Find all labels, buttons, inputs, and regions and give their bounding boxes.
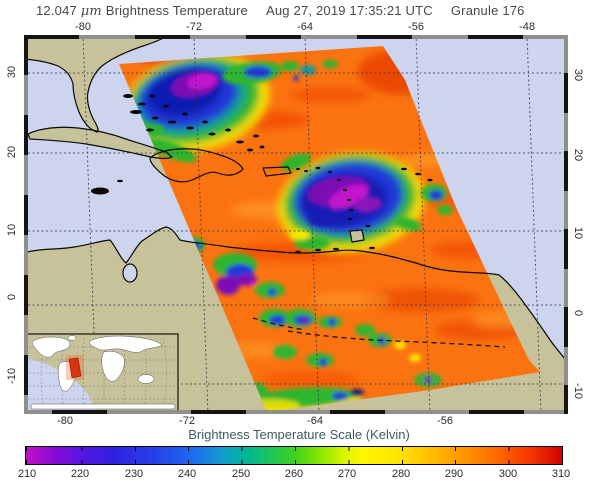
cbar-tick-230: 230 [124, 468, 144, 480]
land-cuba [28, 127, 172, 159]
lat-tick-right-0: 0 [572, 309, 584, 317]
inset-granule-footprint [68, 357, 82, 379]
cbar-tick-270: 270 [337, 468, 357, 480]
lat-tick-right-20n: 20 [572, 148, 584, 162]
title-product-name: Brightness Temperature [105, 3, 248, 18]
lat-tick-left-20n: 20 [6, 145, 18, 159]
lat-tick-right-30n: 30 [572, 68, 584, 82]
coastline-overlay [24, 35, 567, 361]
cbar-tick-300: 300 [498, 468, 518, 480]
cbar-tick-310: 310 [551, 468, 571, 480]
title-product: 12.047 μm Brightness Temperature [36, 3, 248, 19]
lat-tick-left-10n: 10 [6, 223, 18, 237]
map-canvas [24, 35, 568, 414]
colorbar-gradient [26, 447, 562, 464]
colorbar [25, 446, 563, 465]
lat-tick-right-10s: -10 [572, 383, 584, 399]
lat-tick-right-10n: 10 [572, 226, 584, 240]
colorbar-title: Brightness Temperature Scale (Kelvin) [188, 427, 410, 442]
land-north-america [24, 35, 170, 132]
lat-tick-left-10s: -10 [6, 368, 18, 384]
lon-tick-bottom-64w: -64 [307, 415, 323, 427]
cbar-tick-280: 280 [391, 468, 411, 480]
lat-tick-left-30n: 30 [6, 65, 18, 79]
river-lines [252, 317, 506, 348]
cbar-tick-250: 250 [231, 468, 251, 480]
storm-dorian-arms [280, 53, 457, 250]
title-unit: μm [80, 4, 102, 19]
lat-tick-left-0: 0 [6, 293, 18, 301]
lon-tick-bottom-56w: -56 [437, 415, 453, 427]
map-frame-bottom [24, 410, 568, 414]
lon-tick-bottom-72w: -72 [179, 415, 195, 427]
map-frame-right [564, 35, 568, 414]
lon-tick-bottom-80w: -80 [57, 415, 73, 427]
figure-title: 12.047 μm Brightness Temperature Aug 27,… [36, 3, 596, 19]
lon-tick-top-56w: -56 [408, 21, 424, 33]
colorbar-ticks-bottom [26, 460, 562, 464]
storm-dorian [277, 152, 426, 254]
lon-tick-top-48w: -48 [519, 21, 535, 33]
inset-world-map [26, 333, 179, 413]
map-panel [24, 35, 568, 414]
title-granule: Granule 176 [450, 3, 525, 18]
title-wavelength: 12.047 [36, 3, 77, 18]
lon-tick-top-72w: -72 [186, 21, 202, 33]
colorbar-ticks-top [26, 447, 562, 451]
cbar-tick-240: 240 [177, 468, 197, 480]
cbar-tick-220: 220 [70, 468, 90, 480]
cbar-tick-290: 290 [444, 468, 464, 480]
lon-tick-top-64w: -64 [297, 21, 313, 33]
small-islands [91, 94, 433, 254]
cbar-tick-260: 260 [284, 468, 304, 480]
title-datetime: Aug 27, 2019 17:35:21 UTC [265, 3, 433, 18]
map-frame-left [24, 35, 28, 414]
cbar-tick-210: 210 [17, 468, 37, 480]
lon-tick-top-80w: -80 [75, 21, 91, 33]
map-frame-top [24, 35, 568, 39]
